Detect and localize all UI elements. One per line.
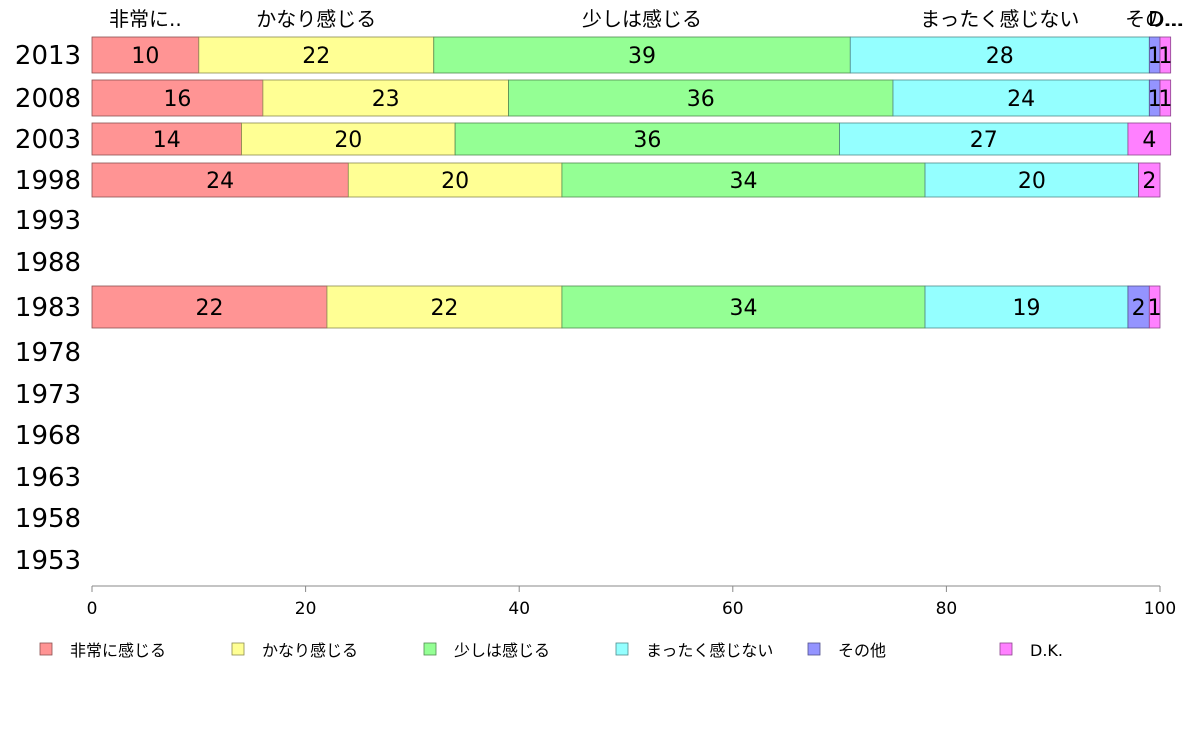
bar-value-label-2008-series-2: 36 [687,87,715,112]
bar-segment-1983-series-5 [1148,285,1161,329]
legend-swatch-1 [231,642,245,656]
x-tick-label-0: 0 [87,599,98,619]
bar-value-label-2008-series-5: 1 [1158,87,1172,112]
bar-segment-2008-series-5 [1159,79,1172,117]
year-label-1958: 1958 [15,504,81,534]
year-label-1973: 1973 [15,380,81,410]
top-series-labels: 非常に.. かなり感じる 少しは感じる まったく感じない その...D... [109,7,1184,31]
year-label-1978: 1978 [15,338,81,368]
bar-segment-2013-series-5 [1159,36,1172,74]
bar-segment-1983-series-2 [561,285,926,329]
top-series-label-3: まったく感じない [920,7,1079,31]
year-label-1963: 1963 [15,463,81,493]
bar-value-label-2013-series-5: 1 [1158,44,1172,69]
bar-value-label-2003-series-5: 4 [1142,128,1156,153]
top-series-label-5: D... [1148,7,1182,31]
year-label-1993: 1993 [15,206,81,236]
bar-segment-2013-series-3 [849,36,1150,74]
bar-value-label-2008-series-1: 23 [372,87,400,112]
bar-value-label-2013-series-1: 22 [302,44,330,69]
bar-segment-2003-series-1 [241,122,456,156]
bar-value-label-1983-series-5: 1 [1148,296,1162,321]
bar-segment-2003-series-0 [91,122,242,156]
bar-value-label-1983-series-0: 22 [195,296,223,321]
bar-value-label-1983-series-2: 34 [729,296,757,321]
year-label-1988: 1988 [15,248,81,278]
bar-value-label-2013-series-3: 28 [986,44,1014,69]
bar-value-label-1998-series-5: 2 [1142,169,1156,194]
bar-segment-1998-series-2 [561,162,926,198]
bar-value-label-2013-series-2: 39 [628,44,656,69]
legend-label-5: D.K. [1030,641,1063,660]
top-series-label-0: 非常に.. [109,7,182,31]
bar-value-label-1998-series-3: 20 [1018,169,1046,194]
legend-label-0: 非常に感じる [70,641,166,660]
bar-segment-2008-series-2 [508,79,894,117]
legend: 非常に感じる かなり感じる 少しは感じる まったく感じない その他 D.K. [39,641,1063,660]
x-tick-label-60: 60 [722,599,744,619]
bar-value-label-1998-series-0: 24 [206,169,234,194]
x-tick-label-40: 40 [508,599,530,619]
bar-segment-1983-series-3 [924,285,1129,329]
bar-segment-1983-series-1 [326,285,563,329]
year-label-2003: 2003 [15,125,81,155]
legend-label-4: その他 [838,641,886,660]
bar-value-label-2008-series-0: 16 [163,87,191,112]
year-label-2008: 2008 [15,84,81,114]
bar-value-label-2008-series-3: 24 [1007,87,1035,112]
bar-segment-2008-series-3 [892,79,1150,117]
bar-value-label-2013-series-0: 10 [131,44,159,69]
year-label-2013: 2013 [15,41,81,71]
x-axis: 0 20 40 60 80 100 [87,585,1176,619]
year-label-1953: 1953 [15,546,81,576]
bar-segment-1998-series-5 [1138,162,1161,198]
year-label-1968: 1968 [15,421,81,451]
bar-segment-2003-series-2 [454,122,841,156]
year-label-1983: 1983 [15,293,81,323]
legend-swatch-5 [999,642,1013,656]
legend-swatch-0 [39,642,53,656]
legend-swatch-2 [423,642,437,656]
bar-value-label-1983-series-4: 2 [1132,296,1146,321]
legend-swatch-4 [807,642,821,656]
bar-value-label-2003-series-2: 36 [633,128,661,153]
x-tick-label-100: 100 [1144,599,1176,619]
legend-swatch-3 [615,642,629,656]
top-series-label-4: その... [1125,7,1184,31]
top-series-label-2: 少しは感じる [582,7,702,31]
bar-value-label-2013-series-4: 1 [1148,44,1162,69]
bar-value-label-2008-series-4: 1 [1148,87,1162,112]
legend-label-3: まったく感じない [646,641,773,660]
bar-segment-2013-series-0 [91,36,200,74]
year-labels: 2013 2008 2003 1998 1993 1988 1983 1978 1973 1968… [15,41,81,576]
bar-value-label-1998-series-2: 34 [729,169,757,194]
bar-segment-1998-series-1 [347,162,563,198]
bar-segment-2013-series-1 [198,36,435,74]
legend-label-1: かなり感じる [262,641,358,660]
bar-value-label-2003-series-0: 14 [153,128,181,153]
year-label-1998: 1998 [15,166,81,196]
bar-segment-2003-series-5 [1127,122,1172,156]
bar-segment-1983-series-0 [91,285,328,329]
bar-segment-1998-series-3 [924,162,1140,198]
bar-segment-2008-series-1 [262,79,509,117]
bar-value-label-1983-series-1: 22 [430,296,458,321]
x-tick-label-80: 80 [936,599,958,619]
x-tick-label-20: 20 [295,599,317,619]
bar-segment-2013-series-2 [433,36,851,74]
bar-value-label-1983-series-3: 19 [1013,296,1041,321]
legend-label-2: 少しは感じる [454,641,550,660]
bar-segment-1998-series-0 [91,162,349,198]
bar-value-label-2003-series-3: 27 [970,128,998,153]
top-series-label-1: かなり感じる [256,7,376,31]
bar-value-label-1998-series-1: 20 [441,169,469,194]
bar-value-label-2003-series-1: 20 [334,128,362,153]
